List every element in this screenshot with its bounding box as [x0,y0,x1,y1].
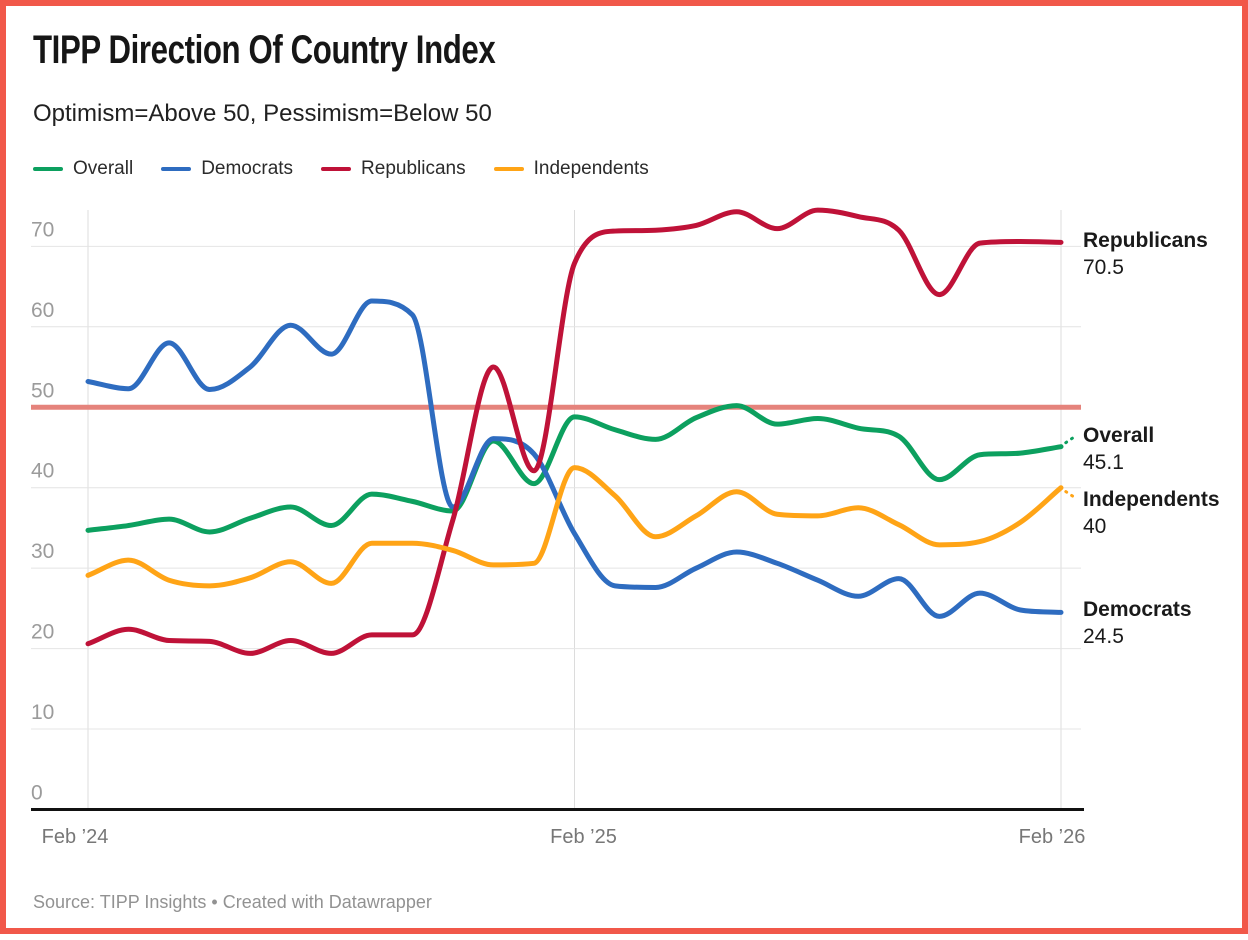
page-title: TIPP Direction Of Country Index [33,28,496,72]
series-end-label-republicans: Republicans 70.5 [1083,227,1208,281]
line-democrats [85,298,1064,619]
legend-dash-icon [493,167,524,171]
legend-item-independents: Independents [493,158,649,180]
series-end-label-name: Independents [1083,488,1220,511]
legend-dash-icon [161,167,192,171]
chart-plot: 0 10 20 30 40 50 60 70 Feb ’24 Feb ’25 Feb ’26 [31,207,1086,848]
series-end-label-independents: Independents 40 [1083,486,1220,540]
legend-item-democrats: Democrats [161,158,293,180]
legend-label: Democrats [201,158,294,179]
x-tick-label: Feb ’25 [550,826,617,848]
y-tick-label: 50 [31,379,54,402]
series-end-label-democrats: Democrats 24.5 [1083,596,1192,650]
line-republicans [85,207,1064,656]
source-note: Source: TIPP Insights • Created with Dat… [33,892,432,912]
series-end-label-overall: Overall 45.1 [1083,422,1154,476]
y-tick-label: 30 [31,540,54,563]
series-end-label-name: Overall [1083,424,1155,447]
series-end-label-name: Democrats [1083,598,1192,621]
y-tick-label: 60 [31,299,54,322]
series-end-label-value: 24.5 [1083,625,1124,648]
legend-item-republicans: Republicans [321,158,466,180]
chart-subtitle: Optimism=Above 50, Pessimism=Below 50 [33,100,492,127]
legend-label: Republicans [361,158,466,179]
y-tick-label: 0 [31,782,43,805]
line-overall [85,403,1064,535]
legend-item-overall: Overall [33,158,133,180]
legend-label: Independents [533,158,649,179]
legend: Overall Democrats Republicans Independents [33,158,649,180]
y-tick-label: 40 [31,460,54,483]
series-end-label-value: 70.5 [1083,256,1124,279]
series-end-label-value: 40 [1083,515,1107,538]
x-tick-label: Feb ’24 [42,826,109,848]
y-tick-label: 20 [31,621,54,644]
legend-dash-icon [33,167,63,171]
series-end-label-value: 45.1 [1083,451,1124,474]
x-tick-label: Feb ’26 [1019,826,1086,848]
series-end-label-name: Republicans [1083,229,1208,252]
y-tick-label: 70 [31,218,54,241]
legend-dash-icon [321,167,352,171]
y-tick-label: 10 [31,701,54,724]
legend-label: Overall [73,158,134,179]
line-independents [85,465,1064,589]
